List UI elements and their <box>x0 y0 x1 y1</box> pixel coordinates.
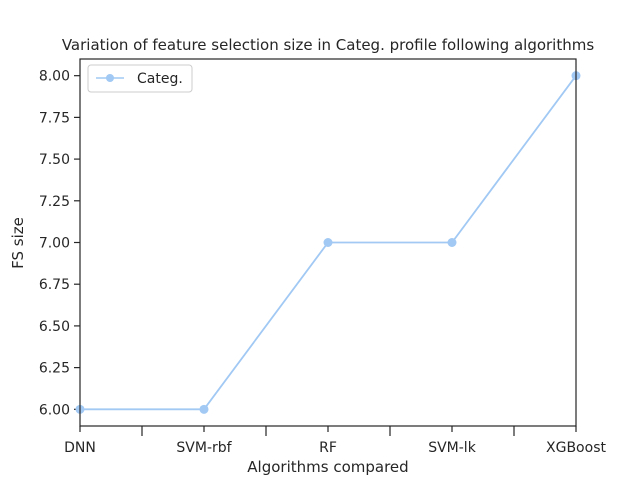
y-tick-label: 8.00 <box>39 69 70 85</box>
x-tick-label: SVM-rbf <box>176 440 232 456</box>
y-tick-label: 6.50 <box>39 319 70 335</box>
data-point <box>199 404 209 414</box>
y-tick-label: 7.50 <box>39 152 70 168</box>
data-point <box>323 238 333 247</box>
y-tick-label: 7.00 <box>39 236 70 252</box>
x-tick-label: XGBoost <box>546 440 606 456</box>
x-axis-label: Algorithms compared <box>247 458 408 476</box>
legend-entry-label: Categ. <box>137 71 183 87</box>
x-tick-label: SVM-lk <box>428 440 476 456</box>
x-tick-label: RF <box>319 440 337 456</box>
y-tick-label: 7.25 <box>39 194 70 210</box>
x-tick-label: DNN <box>64 440 96 456</box>
y-axis-label: FS size <box>9 217 27 269</box>
legend-box <box>87 64 193 93</box>
y-tick-label: 6.75 <box>39 277 70 293</box>
y-tick-label: 7.75 <box>39 110 70 126</box>
series-layer <box>75 71 581 414</box>
y-axis-ticks: 6.00 6.25 6.50 6.75 7.00 7.25 7.50 7.75 8.00 <box>39 69 80 418</box>
legend: Categ. <box>87 64 193 93</box>
legend-point-marker <box>106 74 114 82</box>
y-tick-label: 6.25 <box>39 361 70 377</box>
plot-frame <box>79 58 577 427</box>
x-axis-ticks: DNN SVM-rbf RF SVM-lk XGBoost <box>64 426 606 456</box>
chart-title: Variation of feature selection size in C… <box>62 36 595 54</box>
data-point <box>447 238 457 247</box>
y-tick-label: 6.00 <box>39 402 70 418</box>
